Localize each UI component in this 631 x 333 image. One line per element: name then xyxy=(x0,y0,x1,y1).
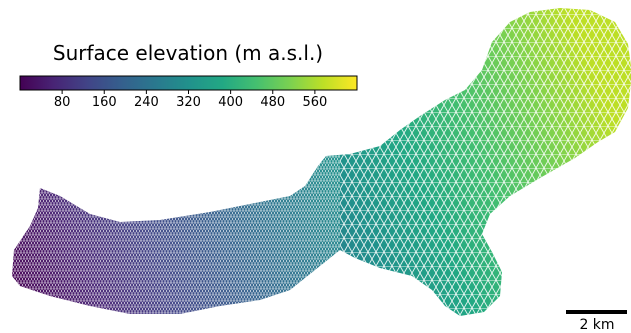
scale-bar-label: 2 km xyxy=(579,317,614,333)
colorbar: Surface elevation (m a.s.l.) 80 160 240 320… xyxy=(19,41,358,110)
colorbar-gradient xyxy=(19,75,358,91)
colorbar-tick-label: 160 xyxy=(92,95,117,110)
colorbar-tick-label: 320 xyxy=(176,95,201,110)
colorbar-title: Surface elevation (m a.s.l.) xyxy=(53,41,323,65)
colorbar-tick-label: 80 xyxy=(54,95,71,110)
mesh-coarse xyxy=(340,8,631,316)
scale-bar: 2 km xyxy=(566,310,627,333)
scale-bar-line xyxy=(566,310,627,314)
colorbar-tick-label: 400 xyxy=(218,95,243,110)
colorbar-tick-label: 240 xyxy=(134,95,159,110)
colorbar-tick-label: 560 xyxy=(302,95,327,110)
colorbar-ticks: 80 160 240 320 400 480 560 xyxy=(54,90,327,110)
colorbar-tick-label: 480 xyxy=(260,95,285,110)
